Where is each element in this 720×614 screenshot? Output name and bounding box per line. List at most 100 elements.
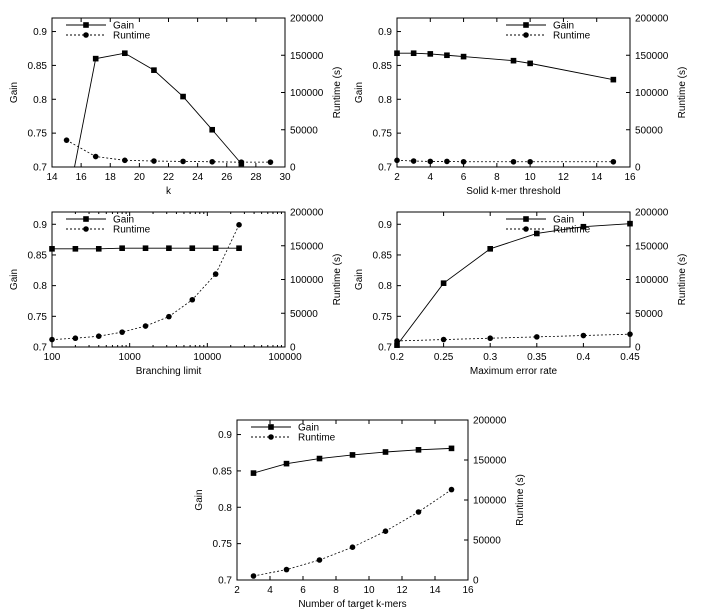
data-point-runtime [487,335,494,342]
y2-tick-label: 0 [290,163,296,174]
data-point-gain [122,50,128,57]
y-tick-label: 0.7 [218,576,232,587]
y2-axis-label: Runtime (s) [332,67,343,119]
legend-marker-runtime [523,226,529,232]
y2-tick-label: 100000 [635,275,669,286]
y-tick-label: 0.75 [28,312,48,323]
data-point-gain [92,55,99,62]
data-point-runtime [382,528,389,534]
legend-marker-gain [83,216,89,222]
data-point-gain [382,449,389,455]
data-point-gain [142,245,149,252]
legend-marker-gain [523,216,529,222]
data-point-gain [510,57,517,64]
x-tick-label: 8 [333,585,339,596]
data-point-runtime [250,573,257,579]
legend-marker-runtime [83,226,89,232]
legend-marker-runtime [83,32,89,38]
series-line-gain [397,52,614,81]
y-tick-label: 0.7 [33,163,47,174]
x-tick-label: 2 [234,585,240,596]
data-point-runtime [349,544,356,550]
data-point-gain [212,245,219,252]
x-tick-label: 16 [624,172,636,183]
data-point-runtime [238,159,245,165]
y2-tick-label: 50000 [290,125,318,136]
y-tick-label: 0.85 [213,466,233,477]
plot-frame [396,211,631,348]
x-tick-label: 24 [192,172,204,183]
y2-tick-label: 150000 [473,456,507,467]
data-point-runtime [444,158,450,165]
data-point-runtime [580,332,587,339]
y-tick-label: 0.7 [33,343,47,354]
data-point-gain [448,445,455,452]
data-point-runtime [427,158,434,165]
series-line-gain [74,52,242,167]
y2-tick-label: 150000 [635,51,669,62]
y2-tick-label: 100000 [635,88,669,99]
y-axis-label: Gain [354,269,365,290]
x-axis-label: k [166,186,172,197]
data-point-gain [283,460,290,467]
y2-tick-label: 200000 [290,14,324,25]
y-tick-label: 0.8 [378,281,392,292]
x-axis-label: Solid k-mer threshold [466,186,560,197]
y-tick-label: 0.75 [28,129,48,140]
x-tick-label: 0.3 [483,352,497,363]
legend-marker-gain [83,22,89,28]
y2-tick-label: 0 [635,163,641,174]
data-point-runtime [448,486,455,493]
data-point-runtime [316,557,323,563]
series-line-runtime [52,224,240,340]
y-tick-label: 0.75 [373,312,393,323]
data-point-gain [627,220,633,227]
x-tick-label: 100 [44,352,61,363]
legend-label-gain: Gain [553,215,574,226]
data-point-gain [250,470,257,476]
data-point-runtime [119,329,125,335]
data-point-gain [427,51,434,57]
x-tick-label: 1000 [119,352,142,363]
x-axis-label: Number of target k-mers [298,599,406,610]
series-line-gain [253,447,452,474]
x-tick-label: 4 [267,585,273,596]
data-point-gain [460,53,467,60]
series-line-runtime [253,489,452,577]
x-tick-label: 26 [221,172,233,183]
x-tick-label: 0.4 [576,352,590,363]
y-tick-label: 0.85 [28,61,48,72]
data-point-gain [394,342,400,348]
y-tick-label: 0.9 [378,27,392,38]
x-tick-label: 10 [363,585,375,596]
y2-tick-label: 50000 [290,309,318,320]
y2-tick-label: 150000 [290,241,324,252]
x-tick-label: 12 [396,585,408,596]
data-point-runtime [610,158,617,165]
x-tick-label: 0.25 [434,352,454,363]
data-point-runtime [189,296,196,303]
data-point-runtime [510,158,517,165]
y2-tick-label: 0 [635,343,641,354]
legend-marker-gain [268,424,274,430]
y-tick-label: 0.8 [33,95,47,106]
data-point-runtime [527,158,533,165]
y2-tick-label: 150000 [635,241,669,252]
legend-label-gain: Gain [113,215,134,226]
y2-axis-label: Runtime (s) [332,254,343,306]
x-tick-label: 16 [462,585,474,596]
data-point-gain [534,230,540,237]
legend-label-runtime: Runtime [113,225,151,236]
plot-frame [396,17,631,168]
data-point-gain [72,246,79,252]
y-axis-label: Gain [9,82,20,103]
legend-label-runtime: Runtime [553,225,591,236]
data-point-gain [95,246,102,252]
y-axis-label: Gain [9,269,20,290]
x-tick-label: 14 [591,172,603,183]
data-point-runtime [209,158,215,165]
data-point-gain [180,93,186,100]
data-point-runtime [92,153,99,160]
data-point-gain [209,126,215,133]
plot-frame [236,419,469,581]
